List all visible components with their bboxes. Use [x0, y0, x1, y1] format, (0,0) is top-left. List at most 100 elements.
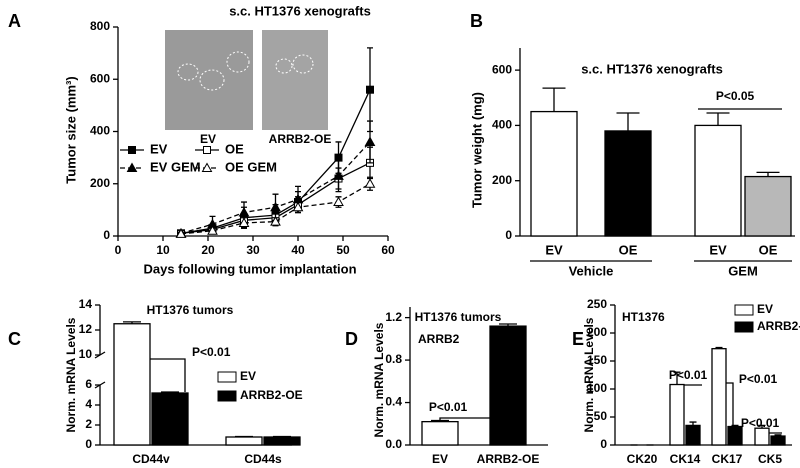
marker	[333, 196, 344, 207]
marker	[238, 206, 250, 217]
marker	[207, 225, 218, 235]
marker	[292, 201, 304, 212]
bar	[694, 124, 742, 237]
annotation: P<0.01	[669, 368, 708, 382]
x-tick-label: CK20	[627, 452, 658, 466]
marker	[270, 216, 281, 226]
bar	[113, 323, 151, 446]
chart-title: HT1376 tumors	[147, 303, 234, 317]
tumor-outline	[177, 63, 199, 81]
bar	[225, 436, 263, 446]
x-tick-label: 40	[291, 243, 305, 257]
y-tick-label: 250	[587, 297, 607, 311]
panel-letter: D	[345, 329, 358, 349]
legend-label: OE	[225, 141, 244, 156]
image-label: ARRB2-OE	[269, 132, 332, 146]
marker	[364, 178, 376, 188]
error-bar	[273, 435, 291, 438]
bar	[604, 130, 652, 237]
y-axis-label: Tumor size (mm³)	[63, 76, 78, 183]
y-tick-label: 2	[85, 417, 92, 431]
panel-letter: A	[8, 11, 21, 31]
y-tick-label: 400	[90, 124, 110, 138]
y-tick-label: 0.0	[385, 437, 402, 451]
y-tick-label: 12	[79, 322, 93, 336]
legend-label: ARRB2-OE	[240, 388, 303, 402]
legend-marker	[126, 162, 138, 172]
legend-label: OE GEM	[225, 159, 277, 174]
x-tick-label: CK17	[712, 452, 743, 466]
marker	[366, 85, 374, 94]
error-bar	[706, 112, 730, 126]
error-bar	[715, 346, 723, 349]
bar	[151, 392, 189, 446]
legend-label: EV	[757, 302, 773, 316]
error-bar	[758, 424, 766, 429]
error-bar	[499, 323, 517, 327]
error-bar	[616, 112, 640, 131]
photo-oe	[262, 30, 328, 130]
panel-letter: C	[8, 329, 21, 349]
panel-letter: E	[572, 329, 584, 349]
y-tick-label: 0	[505, 228, 512, 242]
legend-swatch	[217, 390, 237, 402]
legend-swatch	[217, 371, 237, 383]
marker	[270, 201, 281, 212]
annotation: P<0.05	[716, 89, 755, 103]
y-axis-label: Norm. mRNA Levels	[64, 317, 78, 432]
chart-title: HT1376 tumors	[415, 310, 502, 324]
tumor-outline	[292, 54, 314, 74]
x-tick-label: OE	[759, 242, 778, 257]
tumor-outline	[226, 51, 250, 73]
panel-letter: B	[470, 11, 483, 31]
x-tick-label: 20	[201, 243, 215, 257]
marker	[238, 217, 250, 227]
marker	[175, 228, 187, 238]
y-axis-label: Tumor weight (mg)	[469, 92, 484, 208]
annotation: P<0.01	[741, 416, 780, 430]
significance-bracket	[150, 358, 186, 392]
y-tick-label: 150	[587, 353, 607, 367]
bar	[727, 425, 743, 446]
bar	[530, 110, 578, 237]
x-tick-label: CD44s	[244, 452, 282, 466]
tumor-outline	[275, 58, 293, 74]
legend-swatch	[734, 321, 754, 333]
y-tick-label: 0.8	[385, 352, 402, 366]
image-label: EV	[200, 132, 216, 146]
legend-label: EV	[150, 141, 168, 156]
x-tick-label: CD44v	[132, 452, 170, 466]
annotation: P<0.01	[739, 372, 778, 386]
x-tick-label: 60	[381, 243, 395, 257]
y-tick-label: 100	[587, 381, 607, 395]
chart-title: HT1376	[622, 310, 665, 324]
x-tick-label: EV	[432, 452, 448, 466]
error-bar	[431, 419, 449, 422]
error-bar	[689, 421, 697, 426]
error-bar	[235, 435, 253, 438]
group-label: Vehicle	[569, 263, 614, 278]
marker	[364, 136, 376, 146]
error-bar	[123, 321, 141, 324]
error-bar	[756, 171, 780, 177]
error-bar	[731, 424, 739, 427]
x-tick-label: 10	[156, 243, 170, 257]
error-bar	[542, 87, 566, 112]
x-tick-label: ARRB2-OE	[477, 452, 540, 466]
bar	[263, 436, 301, 446]
legend-marker	[128, 146, 136, 154]
marker	[333, 170, 344, 180]
y-tick-label: 10	[79, 347, 93, 361]
x-tick-label: EV	[545, 242, 563, 257]
x-tick-label: 0	[115, 243, 122, 257]
y-tick-label: 200	[492, 173, 512, 187]
y-tick-label: 0.4	[385, 395, 402, 409]
error-bar	[673, 371, 681, 385]
bar	[770, 435, 786, 446]
error-bar	[161, 391, 179, 393]
x-tick-label: CK14	[670, 452, 701, 466]
photo-ev	[165, 30, 253, 130]
y-tick-label: 200	[587, 325, 607, 339]
